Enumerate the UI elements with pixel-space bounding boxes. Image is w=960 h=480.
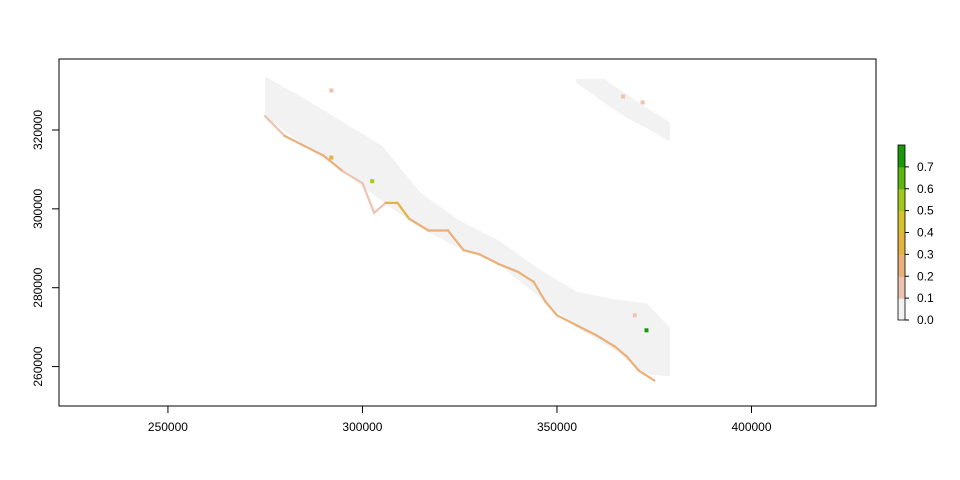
coast-edge-segment xyxy=(543,299,559,317)
coast-edge-segment xyxy=(555,313,578,327)
raster-hotspot-cell xyxy=(632,313,637,318)
y-tick-label: 320000 xyxy=(31,110,45,150)
coast-edge-segment xyxy=(532,280,547,304)
coast-edge-segment xyxy=(341,169,365,185)
coast-edge-segment xyxy=(283,134,306,148)
raster-layer xyxy=(263,76,670,382)
y-axis: 260000 280000 300000 320000 xyxy=(31,110,60,387)
x-tick-label: 400000 xyxy=(731,420,771,434)
coast-edge-segment xyxy=(625,355,641,373)
coast-edge-segment xyxy=(395,201,411,221)
coast-edge-segment xyxy=(263,114,287,138)
coast-edge-segment xyxy=(407,217,431,233)
x-tick-label: 300000 xyxy=(342,420,382,434)
legend-color-swatch xyxy=(898,276,905,299)
legend-tick-label: 0.4 xyxy=(917,226,934,240)
y-tick-label: 300000 xyxy=(31,188,45,228)
legend-tick-label: 0.6 xyxy=(917,182,934,196)
legend-tick-label: 0.7 xyxy=(917,160,934,174)
legend-color-swatch xyxy=(898,232,905,255)
coast-edge-segment xyxy=(497,262,520,274)
legend-color-swatch xyxy=(898,210,905,233)
coast-edge-segment xyxy=(462,248,481,256)
color-legend: 0.0 0.1 0.2 0.3 0.4 0.5 0.6 0.7 xyxy=(897,144,934,327)
legend-color-swatch xyxy=(898,166,905,190)
y-tick-label: 260000 xyxy=(31,346,45,386)
raster-hotspot-cell xyxy=(329,155,334,160)
legend-tick-label: 0.2 xyxy=(917,269,934,283)
raster-hotspot-cell xyxy=(644,328,649,333)
raster-hotspot-cell xyxy=(640,100,645,105)
coast-edge-segment xyxy=(322,154,345,173)
coast-edge-segment xyxy=(594,333,617,349)
raster-hotspot-cell xyxy=(621,94,626,99)
raster-hotspot-cell xyxy=(329,88,334,93)
x-tick-label: 250000 xyxy=(148,420,188,434)
raster-hotspot-cell xyxy=(370,179,375,184)
coast-edge-segment xyxy=(372,201,388,215)
coast-edge-segment xyxy=(302,144,326,158)
coast-edge-segment xyxy=(516,270,536,284)
coast-edge-segment xyxy=(446,228,466,252)
coast-edge-segment xyxy=(361,181,376,215)
coast-edge-segment xyxy=(637,368,656,382)
y-tick-label: 280000 xyxy=(31,267,45,307)
legend-tick-label: 0.1 xyxy=(917,291,934,305)
legend-color-swatch xyxy=(898,145,905,168)
legend-color-swatch xyxy=(898,298,905,321)
x-tick-label: 350000 xyxy=(537,420,577,434)
legend-tick-label: 0.5 xyxy=(917,204,934,218)
coast-edge-segment xyxy=(574,323,598,337)
legend-color-swatch xyxy=(898,188,905,212)
raster-northeast-band xyxy=(576,78,670,142)
coast-edge-segment xyxy=(477,252,501,266)
legend-tick-label: 0.3 xyxy=(917,247,934,261)
x-axis: 250000 300000 350000 400000 xyxy=(148,405,772,434)
coast-edge-segment xyxy=(613,345,629,359)
raster-main-band xyxy=(265,76,670,377)
legend-tick-label: 0.0 xyxy=(917,313,934,327)
legend-color-swatch xyxy=(898,254,905,277)
